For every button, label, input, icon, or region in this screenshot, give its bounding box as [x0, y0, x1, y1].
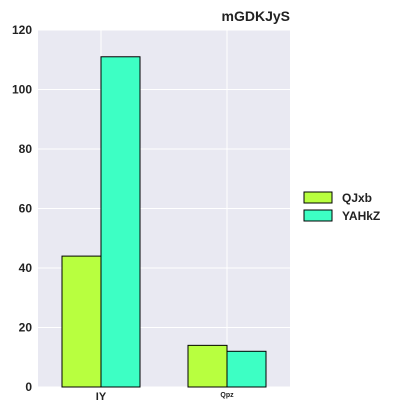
bar-YAHkZ-Qpz: [226, 350, 267, 388]
bars-layer: [61, 56, 267, 388]
x-tick-label: Qpz: [220, 392, 234, 399]
legend: QJxb YAHkZ: [303, 191, 380, 223]
y-tick-label: 20: [19, 321, 33, 335]
legend-label: QJxb: [342, 191, 372, 205]
y-tick-label: 40: [19, 261, 33, 275]
bar-QJxb-IY: [61, 255, 102, 388]
legend-swatch: [303, 209, 333, 222]
y-tick-label: 60: [19, 202, 33, 216]
bar-YAHkZ-IY: [100, 56, 141, 388]
y-tick-label: 100: [12, 83, 32, 97]
axis-layer: 0 20 40 60 80 100 120 IY Qpz: [12, 23, 234, 403]
y-tick-label: 80: [19, 142, 33, 156]
legend-label: YAHkZ: [342, 209, 380, 223]
chart-title: mGDKJyS: [222, 8, 290, 24]
y-tick-label: 0: [25, 380, 32, 394]
bar-QJxb-Qpz: [187, 344, 228, 388]
x-tick-label: IY: [96, 391, 107, 403]
legend-swatch: [303, 191, 333, 204]
y-tick-label: 120: [12, 23, 32, 37]
